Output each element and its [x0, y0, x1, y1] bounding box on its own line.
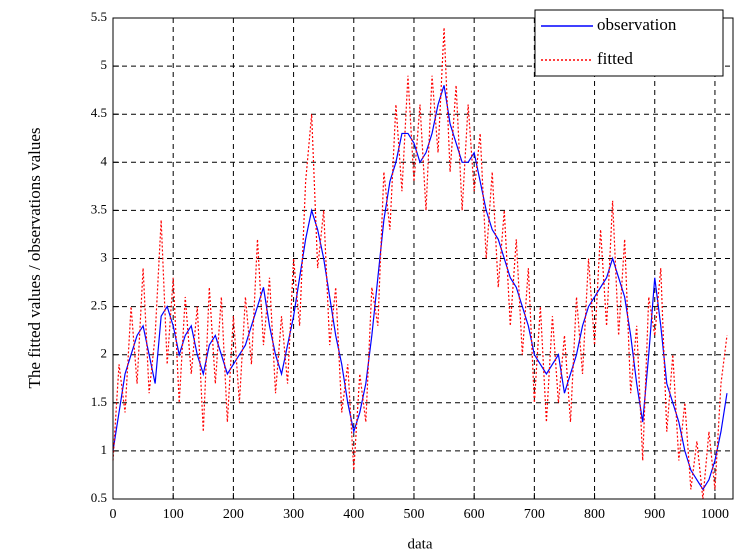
x-tick-label: 200 [223, 507, 244, 522]
y-tick-label: 5 [101, 57, 108, 72]
y-tick-label: 2 [101, 346, 108, 361]
y-tick-label: 5.5 [91, 9, 107, 24]
data-line [112, 27, 728, 500]
x-tick-label: 100 [163, 507, 184, 522]
y-tick-label: 3 [101, 249, 108, 264]
y-tick-label: 4 [101, 153, 108, 168]
y-tick-label: 3.5 [91, 201, 107, 216]
x-tick-label: 400 [343, 507, 364, 522]
x-axis-label: data [408, 536, 433, 552]
x-tick-label: 300 [283, 507, 304, 522]
x-tick-label: 0 [110, 507, 117, 522]
x-tick-label: 700 [524, 507, 545, 522]
y-tick-label: 1.5 [91, 394, 107, 409]
data-line [112, 85, 728, 491]
x-tick-label: 500 [403, 507, 424, 522]
x-tick-label: 900 [644, 507, 665, 522]
y-tick-label: 1 [101, 442, 108, 457]
legend-label: observation [597, 15, 677, 34]
legend-box [534, 9, 724, 77]
legend-label: fitted [597, 49, 633, 68]
y-tick-label: 0.5 [91, 490, 107, 505]
y-tick-label: 4.5 [91, 105, 107, 120]
y-axis-label: The fitted values / observations values [25, 127, 44, 388]
x-tick-label: 1000 [701, 507, 729, 522]
x-tick-label: 600 [464, 507, 485, 522]
y-tick-label: 2.5 [91, 298, 107, 313]
x-tick-label: 800 [584, 507, 605, 522]
axes-box [112, 17, 734, 500]
